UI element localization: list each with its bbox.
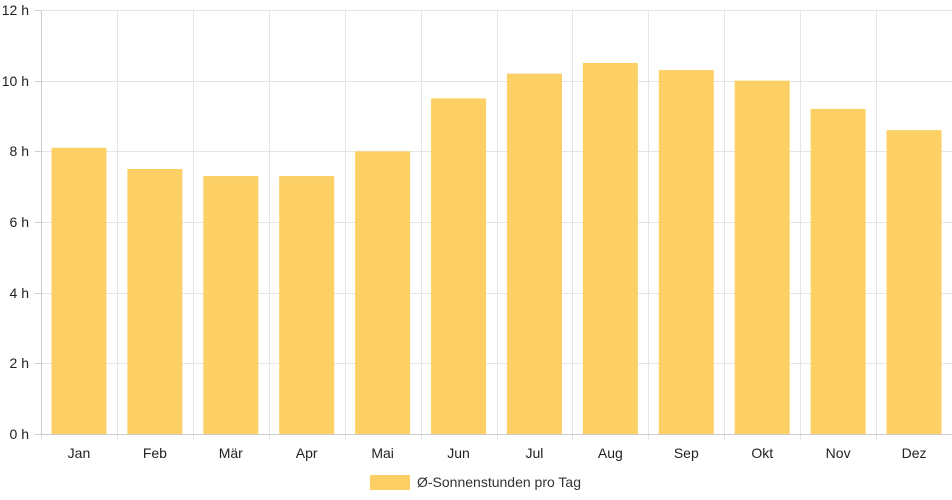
y-tick-label: 10 h <box>2 73 29 89</box>
x-tick-label: Feb <box>143 445 167 461</box>
y-tick-label: 0 h <box>10 426 29 442</box>
bar-aug[interactable] <box>582 63 638 434</box>
legend-swatch <box>370 475 410 490</box>
bar-apr[interactable] <box>279 176 335 435</box>
bar-jan[interactable] <box>51 147 107 435</box>
x-axis-tick-labels: Jan Feb Mär Apr Mai Jun Jul Aug Sep Okt Nov Dez <box>68 445 927 461</box>
bar-okt[interactable] <box>734 80 790 435</box>
bar-sep[interactable] <box>658 70 714 435</box>
axes <box>35 10 952 435</box>
x-tick-label: Sep <box>674 445 699 461</box>
bar-feb[interactable] <box>127 169 183 434</box>
bar-jul[interactable] <box>506 73 562 434</box>
bar-mai[interactable] <box>355 151 411 435</box>
legend-label: Ø-Sonnenstunden pro Tag <box>417 474 581 490</box>
y-tick-label: 4 h <box>10 285 29 301</box>
x-tick-label: Jan <box>68 445 91 461</box>
legend[interactable]: Ø-Sonnenstunden pro Tag <box>370 474 581 490</box>
x-tick-label: Okt <box>751 445 773 461</box>
y-axis-tick-labels: 0 h 2 h 4 h 6 h 8 h 10 h 12 h <box>2 2 29 442</box>
x-tick-label: Nov <box>826 445 851 461</box>
x-tick-label: Dez <box>902 445 927 461</box>
x-tick-label: Apr <box>296 445 318 461</box>
bar-mär[interactable] <box>203 176 259 435</box>
bar-jun[interactable] <box>431 98 487 434</box>
x-tick-label: Mai <box>371 445 394 461</box>
y-tick-label: 12 h <box>2 2 29 18</box>
x-tick-label: Mär <box>219 445 243 461</box>
x-tick-label: Jul <box>526 445 544 461</box>
bar-nov[interactable] <box>810 108 866 434</box>
x-tick-label: Jun <box>447 445 470 461</box>
grid-lines <box>41 10 952 440</box>
x-tick-label: Aug <box>598 445 623 461</box>
bar-dez[interactable] <box>886 130 942 434</box>
y-tick-label: 6 h <box>10 214 29 230</box>
y-tick-label: 8 h <box>10 143 29 159</box>
y-tick-label: 2 h <box>10 355 29 371</box>
bars <box>51 63 942 435</box>
